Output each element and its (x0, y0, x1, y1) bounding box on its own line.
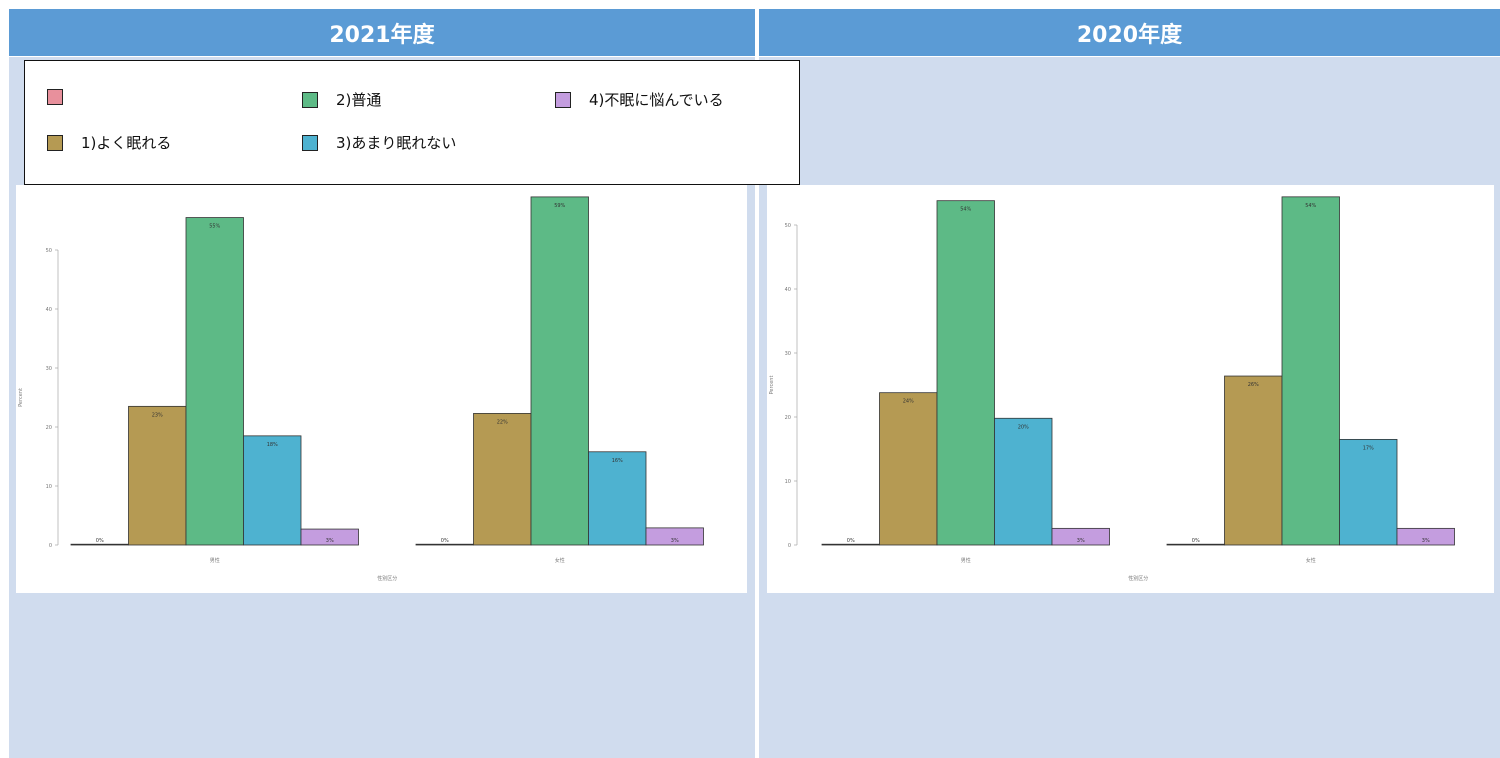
bar-chart-2020: 0 10 20 30 40 50 Percent 0% 24% 54% 20% 3% 男性 0% 26% 54… (769, 196, 1455, 582)
bar-value-label: 54% (960, 207, 971, 213)
y-tick-label: 20 (785, 415, 791, 421)
bar-value-label: 0% (847, 538, 855, 544)
y-axis-title: Percent (769, 376, 775, 395)
y-tick-label: 0 (49, 543, 52, 549)
bar (1166, 543, 1225, 546)
chart-card-2021: 0 10 20 30 40 50 Percent 0% 23% 55% 18% 3% 男性 0% 22% 59… (16, 185, 747, 593)
bar (70, 543, 129, 546)
y-tick-label: 0 (788, 543, 791, 549)
bar (300, 528, 359, 546)
legend-swatch (47, 89, 63, 105)
bar (185, 217, 244, 546)
bar-value-label: 20% (1018, 424, 1029, 430)
bar-value-label: 18% (267, 442, 278, 448)
bar-value-label: 3% (671, 538, 679, 544)
bar-chart-2021: 0 10 20 30 40 50 Percent 0% 23% 55% 18% 3% 男性 0% 22% 59… (18, 196, 704, 582)
x-axis-title: 性別区分 (377, 575, 397, 582)
legend-item-1: 1)よく眠れる (47, 132, 171, 153)
bar (415, 543, 474, 546)
bar-value-label: 0% (96, 538, 104, 544)
bar-value-label: 54% (1305, 203, 1316, 209)
bar-value-label: 16% (612, 458, 623, 464)
bar (994, 417, 1053, 546)
bar-value-label: 3% (1077, 538, 1085, 544)
bar-value-label: 55% (209, 224, 220, 230)
legend-label: 4)不眠に悩んでいる (589, 91, 724, 109)
bar (243, 435, 302, 546)
y-tick-label: 10 (46, 484, 52, 490)
legend-swatch (47, 134, 63, 151)
panel-title-2021: 2021年度 (9, 9, 755, 56)
bar-value-label: 17% (1363, 445, 1374, 451)
y-tick-label: 30 (785, 351, 791, 357)
bar-value-label: 3% (326, 538, 334, 544)
x-group-label: 男性 (210, 557, 220, 564)
legend-label: 1)よく眠れる (81, 134, 172, 152)
bar (821, 543, 880, 546)
legend-swatch (555, 91, 571, 108)
legend-swatch (302, 91, 318, 108)
bar-value-label: 0% (1192, 538, 1200, 544)
bar (1396, 527, 1455, 546)
bar (645, 527, 704, 546)
y-tick-label: 50 (785, 223, 791, 229)
chart-legend: 1)よく眠れる 2)普通 3)あまり眠れない 4)不眠に悩んでいる (24, 60, 800, 185)
bar-value-label: 59% (554, 203, 565, 209)
y-tick-label: 10 (785, 479, 791, 485)
x-axis-title: 性別区分 (1128, 575, 1148, 582)
y-axis-title: Percent (18, 388, 24, 407)
legend-item-blank (47, 89, 81, 105)
bar (936, 200, 995, 546)
bar (588, 451, 647, 546)
legend-item-2: 2)普通 (302, 89, 381, 110)
x-group-label: 女性 (1306, 557, 1316, 564)
x-group-label: 女性 (555, 557, 565, 564)
bar (1051, 527, 1110, 546)
y-tick-label: 50 (46, 248, 52, 254)
bar (1339, 438, 1398, 546)
bar-value-label: 23% (152, 412, 163, 418)
legend-item-4: 4)不眠に悩んでいる (555, 89, 724, 110)
bar (1224, 375, 1283, 546)
bar (128, 405, 187, 546)
y-tick-label: 20 (46, 425, 52, 431)
legend-label: 3)あまり眠れない (336, 134, 457, 152)
bar-value-label: 24% (903, 399, 914, 405)
bar (473, 413, 532, 546)
bar (530, 196, 589, 546)
bar-value-label: 3% (1422, 538, 1430, 544)
y-tick-label: 40 (785, 287, 791, 293)
panel-title-2020: 2020年度 (759, 9, 1500, 56)
bar-value-label: 22% (497, 419, 508, 425)
chart-card-2020: 0 10 20 30 40 50 Percent 0% 24% 54% 20% 3% 男性 0% 26% 54… (767, 185, 1494, 593)
bar-value-label: 0% (441, 538, 449, 544)
bar (879, 392, 938, 546)
bar (1281, 196, 1340, 546)
y-tick-label: 40 (46, 307, 52, 313)
y-tick-label: 30 (46, 366, 52, 372)
legend-label: 2)普通 (336, 91, 382, 109)
legend-item-3: 3)あまり眠れない (302, 132, 456, 153)
legend-swatch (302, 134, 318, 151)
bar-value-label: 26% (1248, 382, 1259, 388)
x-group-label: 男性 (961, 557, 971, 564)
